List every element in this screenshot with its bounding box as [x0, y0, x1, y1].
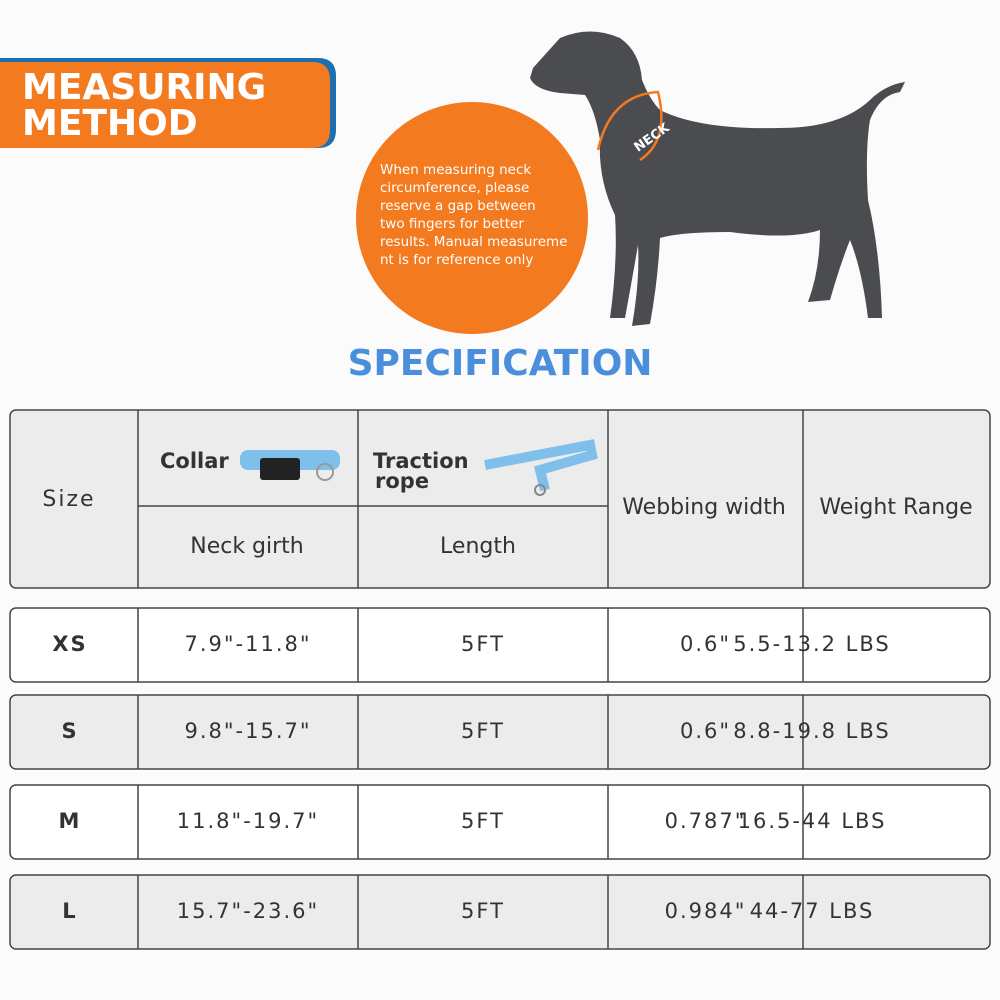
note: When measuring neck circumference, please…	[380, 162, 568, 268]
cell-text: 8.8-19.8 LBS	[733, 719, 890, 743]
title-tab	[0, 62, 330, 148]
row-box	[9, 607, 991, 683]
cell-text: 5FT	[461, 899, 505, 923]
note-line: When measuring neck	[380, 162, 531, 178]
note-line: two fingers for better	[380, 216, 524, 232]
row-box	[9, 784, 991, 860]
spec-title: SPECIFICATION	[348, 343, 653, 384]
row-box	[9, 874, 991, 950]
header-neck: Neck girth	[190, 534, 304, 559]
header-weight: Weight Range	[819, 495, 972, 520]
note-line: results. Manual measureme	[380, 234, 568, 250]
neck-line	[596, 90, 663, 162]
header-rope: rope	[375, 469, 429, 493]
cell-text: 15.7"-23.6"	[177, 899, 319, 923]
cell-text: 16.5-44 LBS	[738, 809, 887, 833]
note-line: nt is for reference only	[380, 252, 533, 268]
cell-text: 5FT	[461, 809, 505, 833]
header-grid	[137, 410, 804, 588]
cell-text: 5FT	[461, 632, 505, 656]
cell-text: 0.984"	[665, 899, 747, 923]
cell-text: 5FT	[461, 719, 505, 743]
header-size: Size	[42, 487, 95, 512]
size-label: S	[61, 719, 78, 743]
header-webbing: Webbing width	[622, 495, 786, 520]
title: MEASURING	[22, 67, 266, 108]
size-label: XS	[52, 632, 87, 656]
header-rope: Traction	[373, 449, 469, 473]
note-circle	[356, 102, 588, 334]
cell-text: 0.6"	[680, 719, 731, 743]
cell-text: 9.8"-15.7"	[184, 719, 311, 743]
size-label: L	[62, 899, 77, 923]
cell-text: 7.9"-11.8"	[184, 632, 311, 656]
header-length: Length	[440, 534, 516, 559]
cell-text: 11.8"-19.7"	[177, 809, 319, 833]
note-line: circumference, please	[380, 180, 529, 196]
size-label: M	[59, 809, 82, 833]
header-collar: Collar	[160, 449, 229, 473]
collar-icon	[240, 450, 340, 481]
row-box	[9, 694, 991, 770]
cell-text: 0.6"	[680, 632, 731, 656]
cell-text: 44-77 LBS	[750, 899, 875, 923]
cell-text: 0.787"	[665, 809, 747, 833]
rope-icon	[484, 439, 598, 496]
cell-text: 5.5-13.2 LBS	[733, 632, 890, 656]
title: METHOD	[22, 103, 198, 144]
note-line: reserve a gap between	[380, 198, 536, 214]
